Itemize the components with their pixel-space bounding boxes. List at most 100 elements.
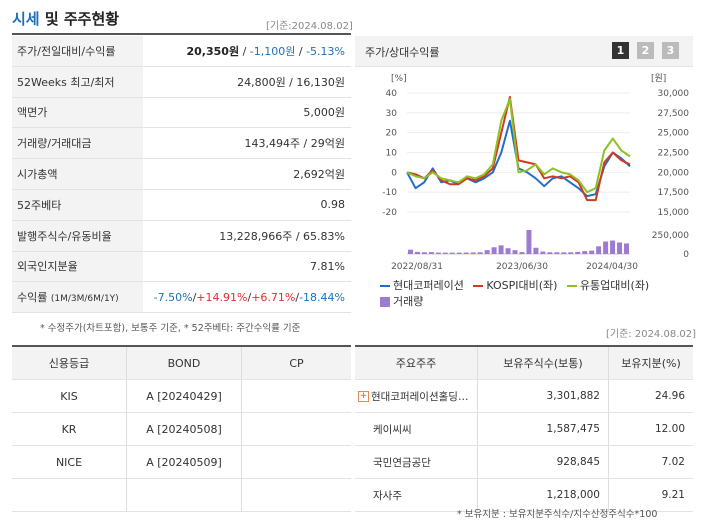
table-row: 52주베타 0.98 [12,189,351,221]
volume-bar [449,252,455,254]
bond-cell: A [20240429] [126,379,242,413]
shares-cell: 1,218,000 [477,478,609,512]
table-row: 주가/전일대비/수익률 20,350원 / -1,100원 / -5.13% [12,36,351,67]
table-row: KIS A [20240429] [12,379,351,413]
table-row: 시가총액 2,692억원 [12,158,351,190]
returns-label: 수익률 (1M/3M/6M/1Y) [12,281,143,314]
chart-title: 주가/상대수익률 [365,46,440,59]
agency-cell: NICE [12,445,127,479]
volume-bar [589,250,595,254]
table-row: 국민연금공단 928,845 7.02 [355,445,693,479]
pct-cell: 9.21 [608,478,693,512]
shares-cell: 1,587,475 [477,412,609,446]
table-row: NICE A [20240509] [12,445,351,479]
volume-bar [484,250,490,254]
table-row: 케이씨씨 1,587,475 12.00 [355,412,693,446]
table-row: 외국인지분율 7.81% [12,251,351,283]
volume-bar [456,252,462,254]
title-divider [12,33,351,35]
holder-name[interactable]: 현대코퍼레이션홀딩스… [371,390,478,403]
return-1m: -7.50% [153,290,193,304]
chart-page-2-button[interactable]: 2 [637,42,654,59]
agency-cell [12,478,127,512]
pct-cell: 24.96 [608,379,693,413]
shares-cell: 3,301,882 [477,379,609,413]
left-axis-unit: [%] [391,74,407,84]
return-6m: +6.71% [251,290,296,304]
volume-bar [428,252,434,254]
chart-header [355,36,693,67]
volume-bar [568,252,574,254]
volume-bar [575,251,581,254]
volume-bar [526,230,532,254]
bond-cell: A [20240508] [126,412,242,446]
row-value: 13,228,966주 / 65.83% [143,220,351,252]
chart-page-3-button[interactable]: 3 [662,42,679,59]
expand-plus-icon[interactable]: + [358,391,369,402]
credit-rating-table: 신용등급 BOND CP KIS A [20240429] KR A [202405… [12,345,351,512]
price-change: -1,100원 [249,44,296,58]
volume-bar [547,252,553,254]
volume-bar [610,240,616,254]
cp-cell [241,379,351,413]
holders-base-date: [기준: 2024.08.02] [606,329,697,340]
volume-bar [477,252,483,254]
holders-note: * 보유지분 : 보유지분주식수/지수산정주식수*100 [457,509,658,520]
row-label: 발행주식수/유동비율 [12,220,143,252]
legend-label: 유통업대비(좌) [579,279,650,292]
table-row: KR A [20240508] [12,412,351,446]
column-header: BOND [126,346,242,380]
major-shareholders-table: 주요주주 보유주식수(보통) 보유지분(%) + 현대코퍼레이션홀딩스… 3,30… [355,345,693,512]
bond-cell [126,478,242,512]
volume-bar [617,242,623,254]
holder-name-cell[interactable]: + 현대코퍼레이션홀딩스… [355,379,478,413]
row-label: 액면가 [12,97,143,129]
legend-swatch [380,297,390,307]
table-header-row: 주요주주 보유주식수(보통) 보유지분(%) [355,346,693,380]
volume-bar [414,251,420,254]
right-axis-unit: [원] [651,73,666,84]
legend-swatch [473,285,484,287]
row-value: 0.98 [143,189,351,221]
agency-cell: KIS [12,379,127,413]
table-row: 액면가 5,000원 [12,97,351,129]
volume-bar [519,252,525,254]
x-tick-label: 2024/04/30 [586,262,638,272]
chart-page-1-button[interactable]: 1 [612,42,629,59]
x-tick-label: 2022/08/31 [391,262,443,272]
left-tick-label: 10 [386,149,398,159]
holder-name: 자사주 [355,478,478,512]
returns-periods: (1M/3M/6M/1Y) [50,294,119,305]
legend-label: 거래량 [393,295,424,308]
volume-bar [505,248,511,254]
volume-bar [596,246,602,254]
row-value: 24,800원 / 16,130원 [143,66,351,98]
right-tick-label: 15,000 [658,208,690,218]
summary-note: * 수정주가(차트포함), 보통주 기준, * 52주베타: 주간수익률 기준 [40,323,301,334]
table-row: 수익률 (1M/3M/6M/1Y) -7.50%/+14.91%/+6.71%/… [12,281,351,314]
pct-cell: 12.00 [608,412,693,446]
holder-name: 케이씨씨 [355,412,478,446]
bond-cell: A [20240509] [126,445,242,479]
left-tick-label: -10 [382,188,397,198]
right-tick-label: 27,500 [658,109,690,119]
row-label: 52Weeks 최고/최저 [12,66,143,98]
shares-cell: 928,845 [477,445,609,479]
left-tick-label: -20 [382,208,397,218]
return-1y: -18.44% [299,290,345,304]
table-row: + 현대코퍼레이션홀딩스… 3,301,882 24.96 [355,379,693,413]
row-label: 시가총액 [12,158,143,190]
chart-legend: 현대코퍼레이션 KOSPI대비(좌) 유통업대비(좌) 거래량 [380,276,690,312]
volume-bar [561,252,567,254]
holder-name: 국민연금공단 [355,445,478,479]
table-row: 발행주식수/유동비율 13,228,966주 / 65.83% [12,220,351,252]
volume-bar [540,251,546,254]
x-tick-label: 2023/06/30 [496,262,548,272]
table-row: 거래량/거래대금 143,494주 / 29억원 [12,127,351,160]
series-line-3 [406,98,631,194]
row-value: 7.81% [143,251,351,283]
series-line-2 [406,96,631,202]
volume-bar [408,249,413,254]
volume-bar [463,252,469,254]
column-header: CP [241,346,351,380]
